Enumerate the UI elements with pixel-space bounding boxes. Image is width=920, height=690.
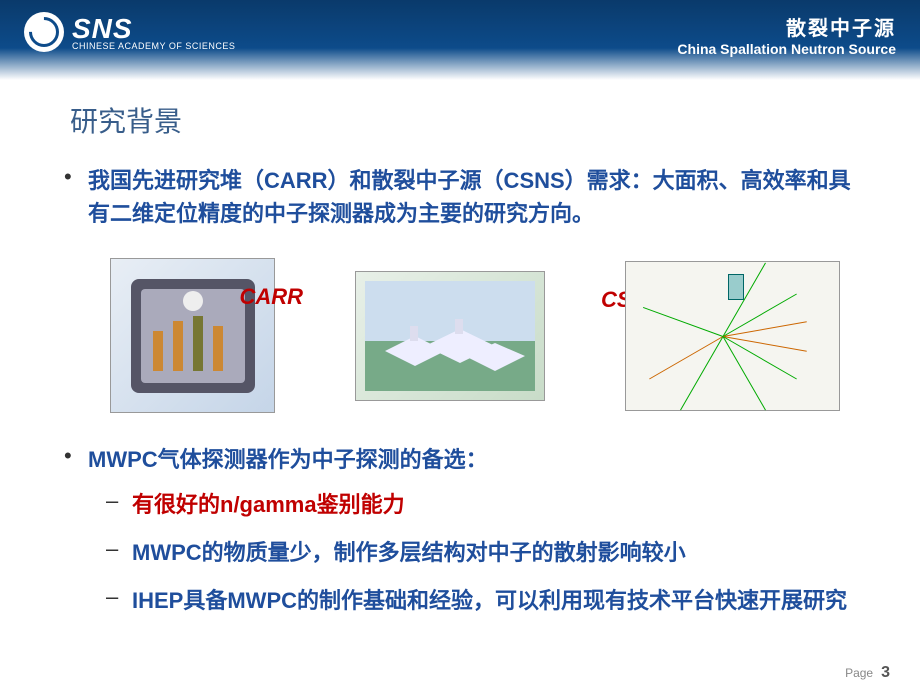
slide-footer: Page 3 <box>845 664 890 682</box>
sub-item-2: MWPC的物质量少，制作多层结构对中子的散射影响较小 <box>104 536 860 570</box>
image-label-carr: CARR <box>239 284 303 310</box>
image-csns-diagram: CSNS <box>625 261 840 411</box>
logo-text: SNS CHINESE ACADEMY OF SCIENCES <box>72 13 235 51</box>
sub-item-3: IHEP具备MWPC的制作基础和经验，可以利用现有技术平台快速开展研究 <box>104 584 860 618</box>
header-title-en: China Spallation Neutron Source <box>677 41 896 57</box>
sub-item-1: 有很好的n/gamma鉴别能力 <box>104 488 860 522</box>
diagram-rays <box>636 272 829 400</box>
sub-text-3: IHEP具备MWPC的制作基础和经验，可以利用现有技术平台快速开展研究 <box>132 588 847 613</box>
page-label: Page <box>845 666 873 680</box>
sub-text-2: MWPC的物质量少，制作多层结构对中子的散射影响较小 <box>132 540 686 565</box>
logo-subtitle: CHINESE ACADEMY OF SCIENCES <box>72 41 235 51</box>
slide-title: 研究背景 <box>70 100 920 140</box>
image-csns-campus <box>355 271 545 401</box>
csns-diagram-placeholder <box>625 261 840 411</box>
logo-area: SNS CHINESE ACADEMY OF SCIENCES <box>24 12 235 52</box>
bullet-text-1: 我国先进研究堆（CARR）和散裂中子源（CSNS）需求：大面积、高效率和具有二维… <box>88 168 851 226</box>
carr-image-placeholder <box>110 258 275 413</box>
images-row: CARR CSNS <box>70 258 880 413</box>
header-title-block: 散裂中子源 China Spallation Neutron Source <box>677 12 896 57</box>
bullet-text-2: MWPC气体探测器作为中子探测的备选： <box>88 447 488 472</box>
bullet-item-1: 我国先进研究堆（CARR）和散裂中子源（CSNS）需求：大面积、高效率和具有二维… <box>60 164 860 230</box>
sub-text-1: 有很好的n/gamma鉴别能力 <box>132 492 405 517</box>
slide-content: 我国先进研究堆（CARR）和散裂中子源（CSNS）需求：大面积、高效率和具有二维… <box>0 164 920 230</box>
slide-content-2: MWPC气体探测器作为中子探测的备选： 有很好的n/gamma鉴别能力 MWPC… <box>0 443 920 618</box>
logo-icon <box>24 12 64 52</box>
csns-campus-placeholder <box>355 271 545 401</box>
header-title-cn: 散裂中子源 <box>677 12 896 41</box>
bullet-item-2: MWPC气体探测器作为中子探测的备选： 有很好的n/gamma鉴别能力 MWPC… <box>60 443 860 618</box>
image-carr: CARR <box>110 258 275 413</box>
page-number: 3 <box>881 664 890 682</box>
slide-header: SNS CHINESE ACADEMY OF SCIENCES 散裂中子源 Ch… <box>0 0 920 80</box>
